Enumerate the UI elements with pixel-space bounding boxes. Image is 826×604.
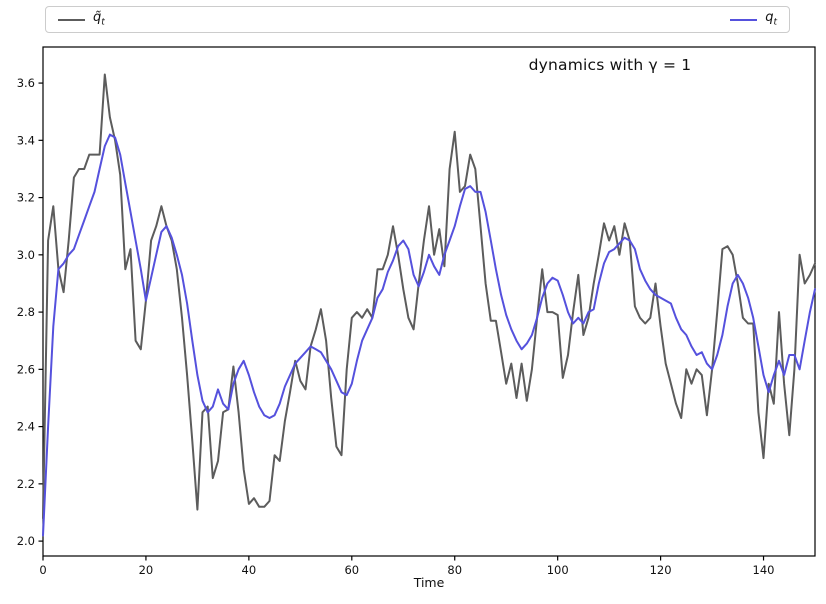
x-axis-tick-label: 100 xyxy=(547,563,569,577)
y-axis-tick-label: 3.6 xyxy=(17,76,35,90)
y-axis-tick-label: 2.8 xyxy=(17,305,35,319)
x-axis-tick-label: 0 xyxy=(39,563,46,577)
x-axis-tick-label: 60 xyxy=(344,563,359,577)
y-axis-tick-label: 2.2 xyxy=(17,477,35,491)
legend-entry-q: qt xyxy=(730,11,777,28)
x-axis-tick-label: 80 xyxy=(447,563,462,577)
legend-label-qtilde: q̃t xyxy=(93,10,105,28)
legend: q̃t qt xyxy=(45,6,790,33)
y-axis-tick-label: 3.2 xyxy=(17,191,35,205)
y-axis-tick-label: 2.6 xyxy=(17,362,35,376)
y-axis-tick-label: 2.0 xyxy=(17,534,35,548)
gamma-annotation: dynamics with γ = 1 xyxy=(528,56,692,74)
x-axis-label: Time xyxy=(413,575,445,590)
legend-label-q: qt xyxy=(765,10,777,28)
legend-line-sample-q xyxy=(730,18,758,21)
y-axis-tick-label: 3.0 xyxy=(17,248,35,262)
x-axis-tick-label: 140 xyxy=(753,563,775,577)
series-line-q xyxy=(42,133,816,537)
legend-entry-qtilde: q̃t xyxy=(58,11,105,28)
plot-area xyxy=(42,46,816,557)
y-axis-tick-label: 2.4 xyxy=(17,420,35,434)
x-axis-tick-label: 40 xyxy=(242,563,257,577)
y-axis-tick-label: 3.4 xyxy=(17,133,35,147)
legend-line-sample-qtilde xyxy=(58,18,85,21)
x-axis-tick-label: 20 xyxy=(139,563,154,577)
series-line-qtilde xyxy=(42,73,816,520)
x-axis-tick-label: 120 xyxy=(650,563,672,577)
